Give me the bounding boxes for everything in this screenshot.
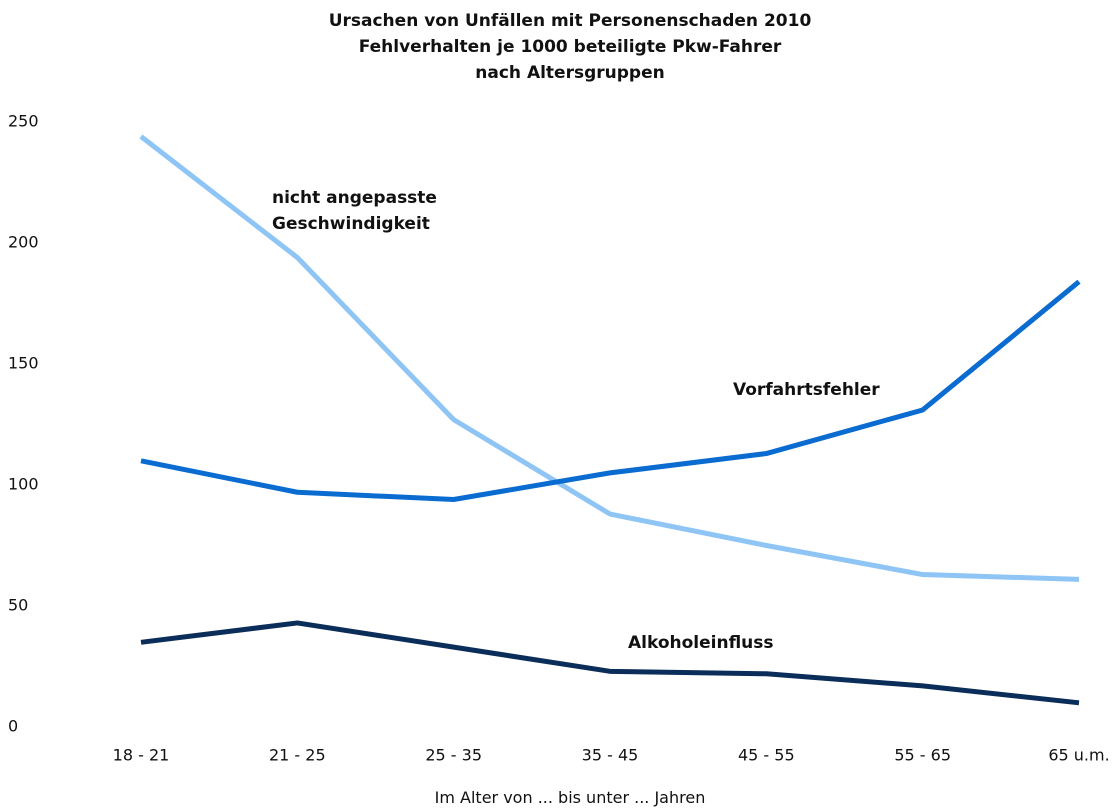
- line-series: [140, 620, 1080, 706]
- x-tick-label: 55 - 65: [894, 746, 951, 765]
- y-tick-label: 0: [8, 717, 18, 736]
- series-label: Vorfahrtsfehler: [733, 380, 880, 400]
- series-label: Alkoholeinfluss: [628, 633, 774, 653]
- x-tick-label: 45 - 55: [738, 746, 795, 765]
- y-tick-label: 100: [8, 475, 39, 494]
- y-tick-label: 200: [8, 233, 39, 252]
- series-label: nicht angepasste Geschwindigkeit: [272, 188, 437, 234]
- y-tick-label: 50: [8, 596, 28, 615]
- x-tick-label: 35 - 45: [582, 746, 639, 765]
- x-axis-label: Im Alter von ... bis unter ... Jahren: [434, 788, 706, 807]
- x-tick-label: 25 - 35: [425, 746, 482, 765]
- x-tick-label: 21 - 25: [269, 746, 326, 765]
- line-series: [140, 279, 1081, 503]
- y-tick-label: 250: [8, 112, 39, 131]
- y-tick-label: 150: [8, 354, 39, 373]
- x-tick-label: 65 u.m.: [1048, 746, 1109, 765]
- x-tick-label: 18 - 21: [113, 746, 170, 765]
- chart-title: Ursachen von Unfällen mit Personenschade…: [328, 11, 812, 83]
- line-series: [139, 134, 1080, 582]
